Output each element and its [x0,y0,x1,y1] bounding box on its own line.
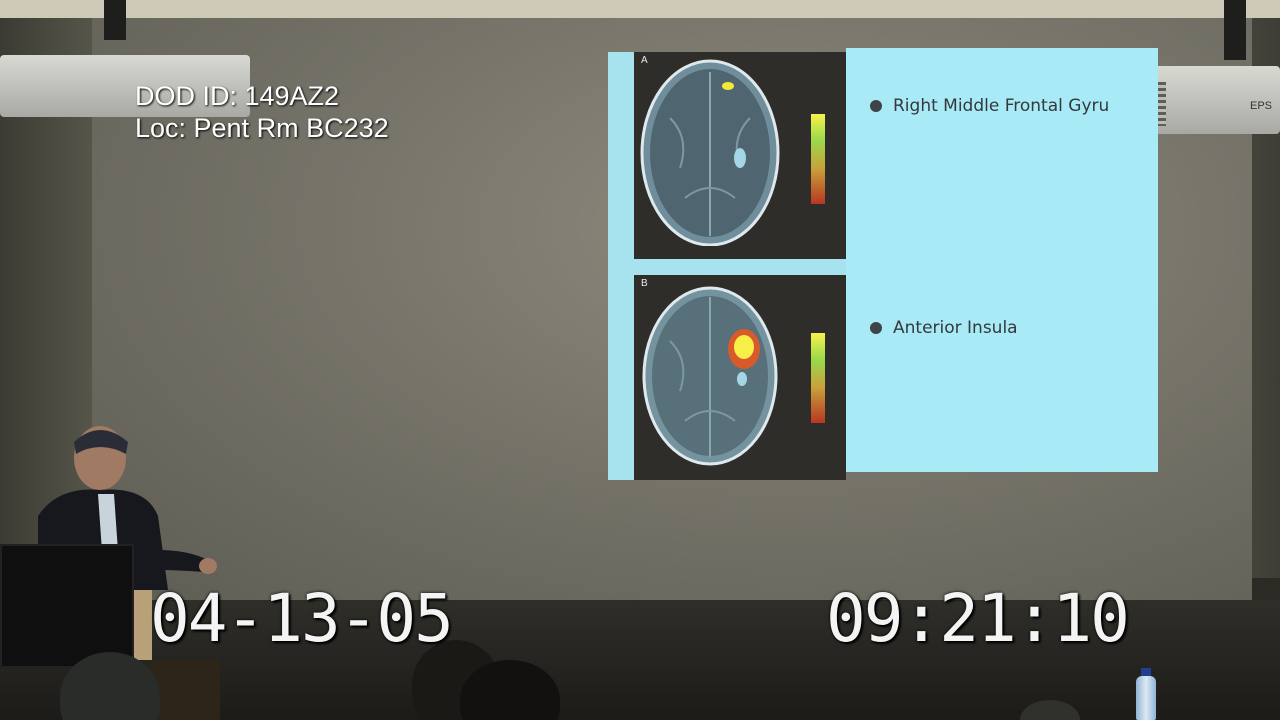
podium-monitor [0,544,134,668]
audience-head [60,652,160,720]
brain-scan-image [642,286,778,466]
panel-label-a: A [641,55,648,66]
dod-id-text: DOD ID: 149AZ2 [135,81,340,111]
audience-head [460,660,560,720]
projector-mount-left [104,0,126,40]
projector-mount-right [1224,0,1246,60]
time-stamp: 09:21:10 [826,580,1130,657]
projector-brand-text: EPS [1250,100,1273,112]
bullet-dot-icon [870,322,882,334]
ceiling-projector-left [0,55,250,117]
panel-label-b: B [641,278,648,289]
brain-scan-image [640,59,780,246]
location-text: Loc: Pent Rm BC232 [135,113,389,143]
water-bottle-cap [1141,668,1151,678]
slide-left-strip [608,52,634,480]
slide-text-panel: Right Middle Frontal Gyru Anterior Insul… [846,48,1158,472]
bullet-item: Anterior Insula [870,318,1018,338]
ceiling [0,0,1280,18]
bullet-item: Right Middle Frontal Gyru [870,96,1109,116]
colorbar-scale-a [811,114,825,204]
colorbar-scale-b [811,333,825,423]
brain-scan-panel-b: B [634,275,846,480]
brain-scan-panel-a: A [634,52,846,259]
bullet-text: Anterior Insula [893,318,1018,338]
bullet-dot-icon [870,100,882,112]
bullet-text: Right Middle Frontal Gyru [893,96,1110,116]
water-bottle [1136,676,1156,720]
panel-gap [634,259,846,275]
video-id-overlay: DOD ID: 149AZ2 Loc: Pent Rm BC232 [135,80,389,144]
audience-head [1020,700,1080,720]
podium [150,660,220,720]
date-stamp: 04-13-05 [150,580,454,657]
